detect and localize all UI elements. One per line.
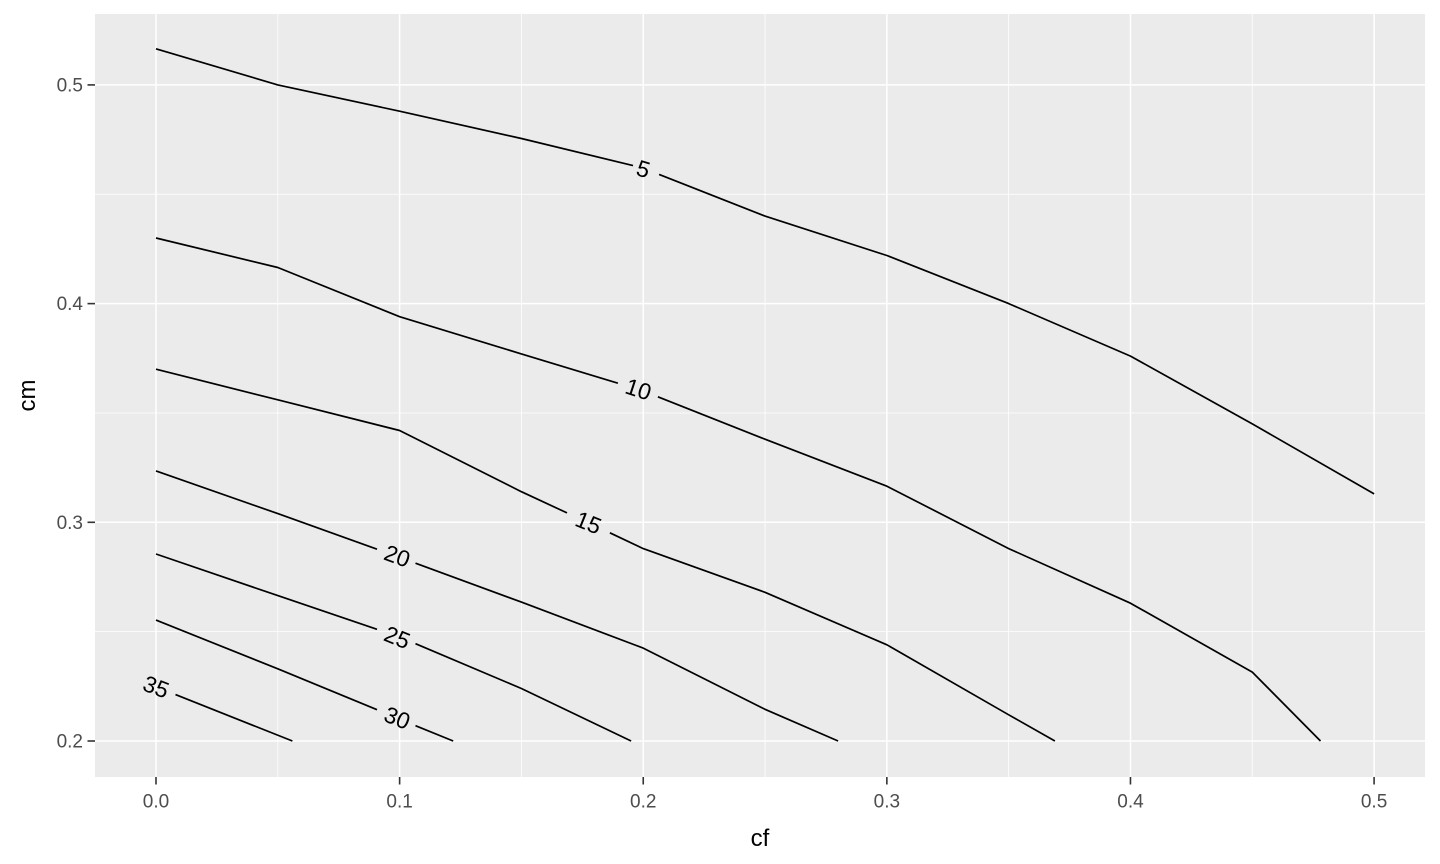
contour-line-10 — [657, 396, 1322, 742]
x-tick-label: 0.4 — [1117, 791, 1144, 812]
x-axis-title: cf — [751, 825, 770, 852]
y-tick-label: 0.2 — [57, 731, 83, 752]
contour-line-20 — [415, 562, 839, 742]
y-axis-title: cm — [14, 380, 41, 412]
x-tick-label: 0.0 — [143, 791, 169, 812]
y-tick-label: 0.4 — [57, 294, 84, 315]
contour-line-10 — [155, 237, 619, 385]
contour-line-5 — [658, 173, 1375, 495]
plot-panel — [95, 14, 1425, 777]
y-tick-label: 0.3 — [57, 513, 83, 534]
contour-line-25 — [415, 642, 632, 742]
contour-line-25 — [155, 553, 378, 631]
contour-line-15 — [155, 368, 568, 514]
contour-line-35 — [175, 693, 293, 742]
contour-line-5 — [155, 47, 634, 167]
x-tick-label: 0.5 — [1361, 791, 1387, 812]
x-tick-label: 0.3 — [874, 791, 900, 812]
contour-line-30 — [415, 724, 454, 742]
x-tick-label: 0.1 — [386, 791, 412, 812]
contour-line-15 — [609, 532, 1056, 742]
contour-line-20 — [155, 470, 378, 551]
contour-line-30 — [155, 619, 378, 711]
y-tick-label: 0.5 — [57, 75, 83, 96]
x-tick-label: 0.2 — [630, 791, 656, 812]
